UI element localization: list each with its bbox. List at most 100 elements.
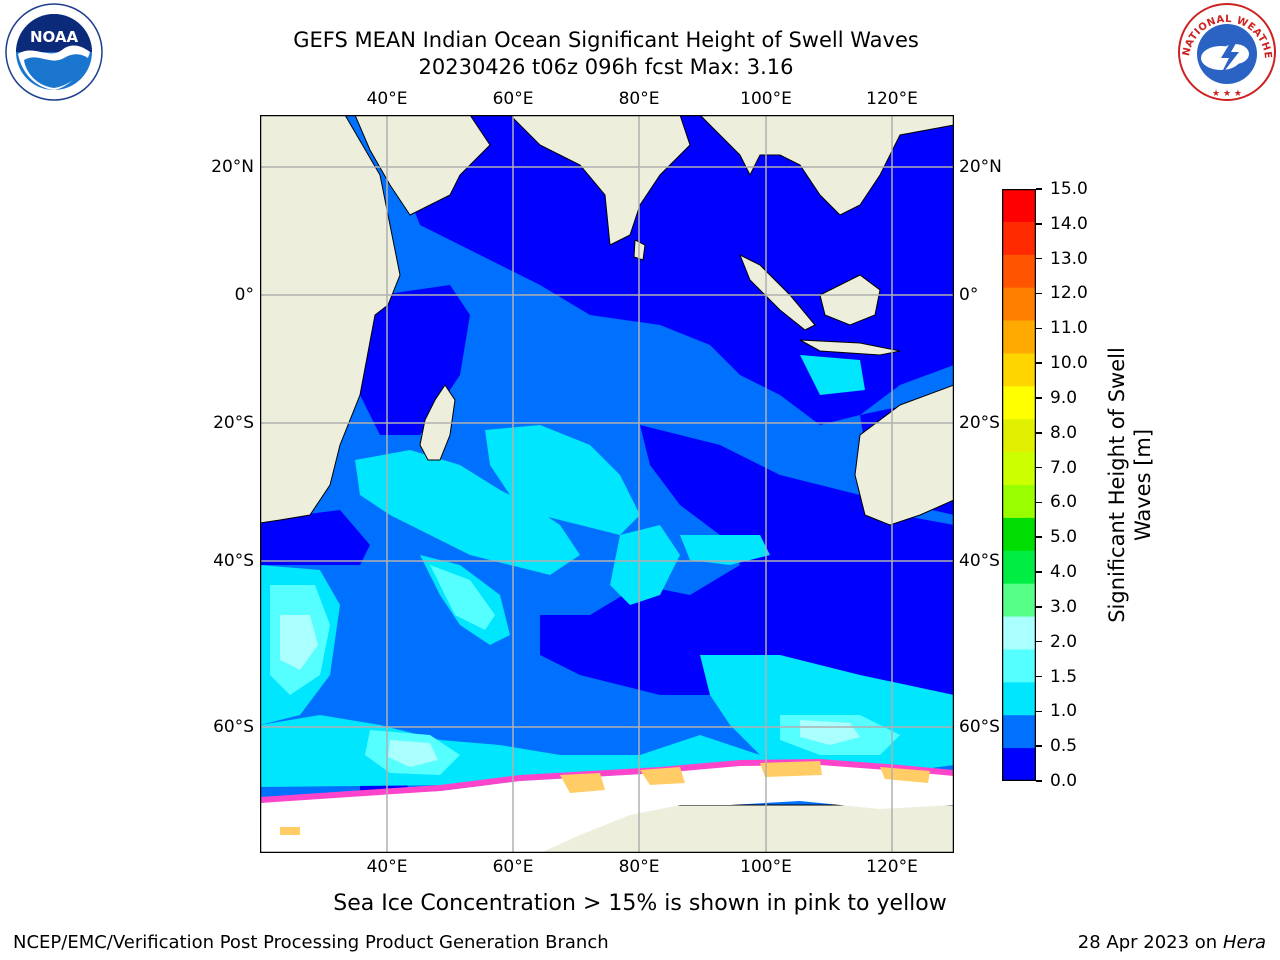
sea-ice-caption: Sea Ice Concentration > 15% is shown in … [333,891,947,916]
bottom-lon-label: 120°E [866,857,918,877]
colorbar-tick-mark [1036,640,1042,643]
colorbar-label-line2: Waves [m] [1131,428,1155,542]
colorbar-segment [1002,517,1036,552]
colorbar-tick-label: 6.0 [1050,492,1078,513]
footer-right: 28 Apr 2023 on Hera [1078,932,1266,954]
colorbar-tick-mark [1036,362,1042,364]
colorbar-tick-mark [1036,223,1042,225]
colorbar-label-anchor: Significant Height of Swell Waves [m] [1104,347,1156,623]
southeast-asia-land [699,115,954,216]
left-lat-label: 60°S [213,717,254,737]
colorbar [1002,189,1036,781]
colorbar-label: Significant Height of Swell Waves [m] [1104,347,1156,623]
colorbar-tick-label: 4.0 [1050,562,1078,583]
colorbar-tick-mark [1036,571,1042,573]
borneo-land [819,274,881,326]
colorbar-tick-mark [1036,327,1042,330]
colorbar-segment [1002,189,1036,223]
colorbar-tick-mark [1036,466,1042,469]
colorbar-tick-mark [1036,292,1042,295]
colorbar-tick-label: 12.0 [1050,283,1088,304]
colorbar-segment [1002,221,1036,256]
footer-date: 28 Apr 2023 on [1077,932,1223,953]
colorbar-tick-label: 13.0 [1050,248,1088,269]
colorbar-segment [1002,583,1036,618]
arabia-land [354,115,491,216]
colorbar-segment [1002,254,1036,289]
noaa-logo: NOAA [5,3,103,101]
colorbar-segment [1002,386,1036,420]
colorbar-tick-label: 3.0 [1050,596,1078,617]
colorbar-tick-label: 10.0 [1050,353,1088,374]
nws-logo: NATIONAL WEATHER SERVICE ★ ★ ★ [1177,2,1276,101]
colorbar-tick-label: 9.0 [1050,387,1078,408]
top-lon-label: 80°E [618,89,660,109]
chart-title-line1: GEFS MEAN Indian Ocean Significant Heigh… [293,28,919,52]
colorbar-tick-label: 14.0 [1050,213,1088,234]
bottom-lon-label: 100°E [740,857,792,877]
right-lat-label: 20°N [959,157,1002,177]
colorbar-tick-mark [1036,432,1042,434]
colorbar-tick-label: 1.0 [1050,701,1078,722]
colorbar-tick-mark [1036,675,1042,678]
map-gridlines [260,115,954,853]
bottom-lon-label: 40°E [366,857,408,877]
map-frame [260,115,954,853]
colorbar-tick-mark [1036,397,1042,399]
colorbar-tick-label: 1.5 [1050,666,1078,687]
java-land [799,339,901,356]
colorbar-tick-mark [1036,188,1042,190]
colorbar-segment [1002,682,1036,716]
right-lat-label: 0° [959,285,979,305]
colorbar-segment [1002,353,1036,387]
sea-ice-area [260,763,954,853]
colorbar-tick-label: 0.5 [1050,736,1078,757]
colorbar-segment [1002,452,1036,486]
colorbar-segment [1002,320,1036,355]
australia-land [854,384,954,526]
colorbar-tick-label: 0.0 [1050,771,1078,791]
left-lat-label: 40°S [213,551,254,571]
colorbar-label-line1: Significant Height of Swell [1105,347,1129,623]
colorbar-tick-mark [1036,710,1042,713]
left-lat-label: 0° [234,285,254,305]
swell-height-map [260,115,954,853]
colorbar-tick-mark [1036,745,1042,747]
sumatra-land [739,253,816,331]
left-lat-label: 20°S [213,413,254,433]
colorbar-segment [1002,748,1036,781]
svg-text:NOAA: NOAA [30,28,79,46]
top-lon-label: 40°E [366,89,408,109]
top-lon-label: 60°E [492,89,534,109]
colorbar-tick-label: 8.0 [1050,422,1078,443]
left-lat-label: 20°N [211,157,254,177]
top-lon-label: 100°E [740,89,792,109]
india-land [509,115,691,246]
svg-text:★ ★ ★: ★ ★ ★ [1212,89,1242,99]
right-lat-label: 20°S [959,413,1000,433]
colorbar-segment [1002,715,1036,749]
colorbar-tick-mark [1036,257,1042,260]
colorbar-segment [1002,419,1036,453]
top-lon-label: 120°E [866,89,918,109]
right-lat-label: 60°S [959,717,1000,737]
colorbar-segment [1002,616,1036,651]
bottom-lon-label: 60°E [492,857,534,877]
colorbar-tick-label: 7.0 [1050,457,1078,478]
colorbar-tick-mark [1036,780,1042,782]
chart-title-line2: 20230426 t06z 096h fcst Max: 3.16 [418,55,794,79]
footer-left: NCEP/EMC/Verification Post Processing Pr… [13,932,609,953]
right-lat-label: 40°S [959,551,1000,571]
colorbar-segment [1002,485,1036,519]
colorbar-tick-label: 5.0 [1050,527,1078,548]
colorbar-tick-mark [1036,606,1042,608]
colorbar-tick-mark [1036,536,1042,538]
bottom-lon-label: 80°E [618,857,660,877]
africa-land [260,115,401,524]
colorbar-tick-label: 15.0 [1050,179,1088,199]
colorbar-tick-label: 11.0 [1050,318,1088,339]
colorbar-tick-label: 2.0 [1050,631,1078,652]
colorbar-tick-mark [1036,501,1042,504]
colorbar-segment [1002,550,1036,585]
colorbar-segment [1002,649,1036,683]
